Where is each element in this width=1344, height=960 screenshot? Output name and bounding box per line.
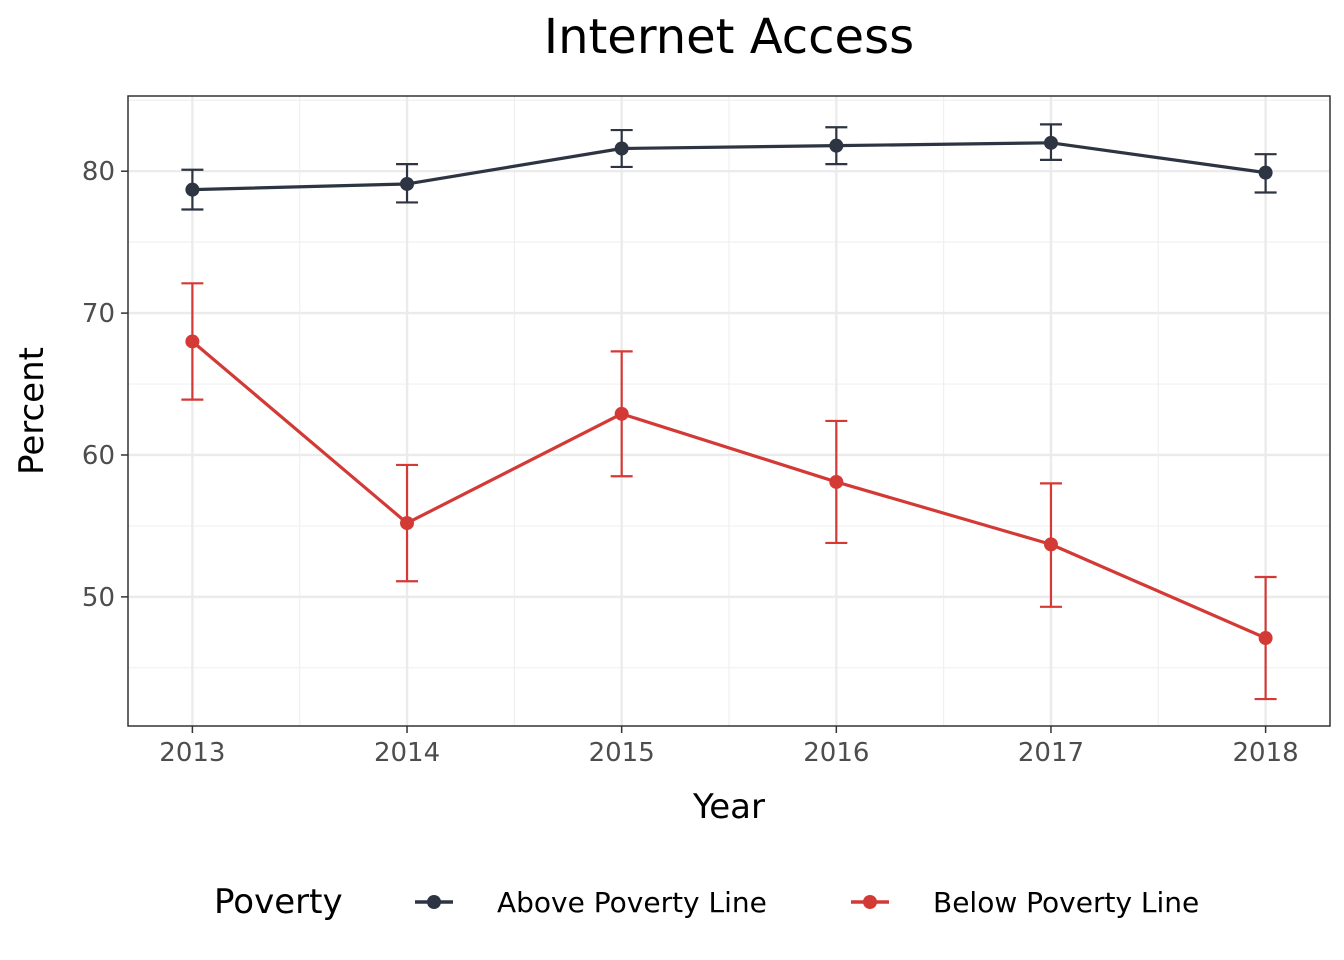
x-tick-label: 2013 bbox=[159, 738, 225, 768]
y-tick-label: 70 bbox=[82, 299, 115, 329]
legend-label-below: Below Poverty Line bbox=[933, 886, 1199, 919]
chart-title: Internet Access bbox=[544, 9, 914, 65]
data-point bbox=[1258, 165, 1273, 180]
data-point bbox=[185, 334, 200, 349]
x-tick-label: 2018 bbox=[1233, 738, 1299, 768]
data-point bbox=[185, 182, 200, 197]
y-tick-label: 50 bbox=[82, 583, 115, 613]
x-tick-label: 2017 bbox=[1018, 738, 1084, 768]
data-point bbox=[400, 176, 415, 191]
series-layer bbox=[181, 123, 1277, 701]
x-tick-label: 2016 bbox=[803, 738, 869, 768]
series-line bbox=[192, 141, 1266, 192]
legend-item-above: Above Poverty Line bbox=[415, 886, 767, 919]
legend-key-marker-above bbox=[427, 895, 441, 909]
data-point bbox=[829, 138, 844, 153]
legend-item-below: Below Poverty Line bbox=[851, 886, 1199, 919]
data-point bbox=[1043, 537, 1058, 552]
y-tick-label: 60 bbox=[82, 441, 115, 471]
ticks: 2013 2014 2015 2016 2017 2018 50 60 70 80 bbox=[82, 157, 1299, 768]
grid bbox=[128, 96, 1330, 726]
data-point bbox=[829, 474, 844, 489]
x-axis-title: Year bbox=[692, 787, 765, 827]
series-line bbox=[191, 340, 1267, 640]
data-point bbox=[1043, 135, 1058, 150]
series-above-poverty-line bbox=[181, 123, 1277, 211]
series-below-poverty-line bbox=[181, 282, 1277, 701]
data-point bbox=[1258, 631, 1273, 646]
x-tick-label: 2015 bbox=[589, 738, 655, 768]
legend-label-above: Above Poverty Line bbox=[497, 886, 767, 919]
x-tick-label: 2014 bbox=[374, 738, 440, 768]
plot-panel-border bbox=[127, 95, 1331, 727]
legend-title: Poverty bbox=[214, 882, 343, 922]
legend: Poverty Above Poverty Line Below Poverty… bbox=[214, 882, 1199, 922]
data-point bbox=[614, 141, 629, 156]
y-tick-label: 80 bbox=[82, 157, 115, 187]
data-point bbox=[400, 516, 415, 531]
y-axis-title: Percent bbox=[12, 347, 52, 475]
data-point bbox=[614, 406, 629, 421]
legend-key-marker-below bbox=[863, 895, 877, 909]
